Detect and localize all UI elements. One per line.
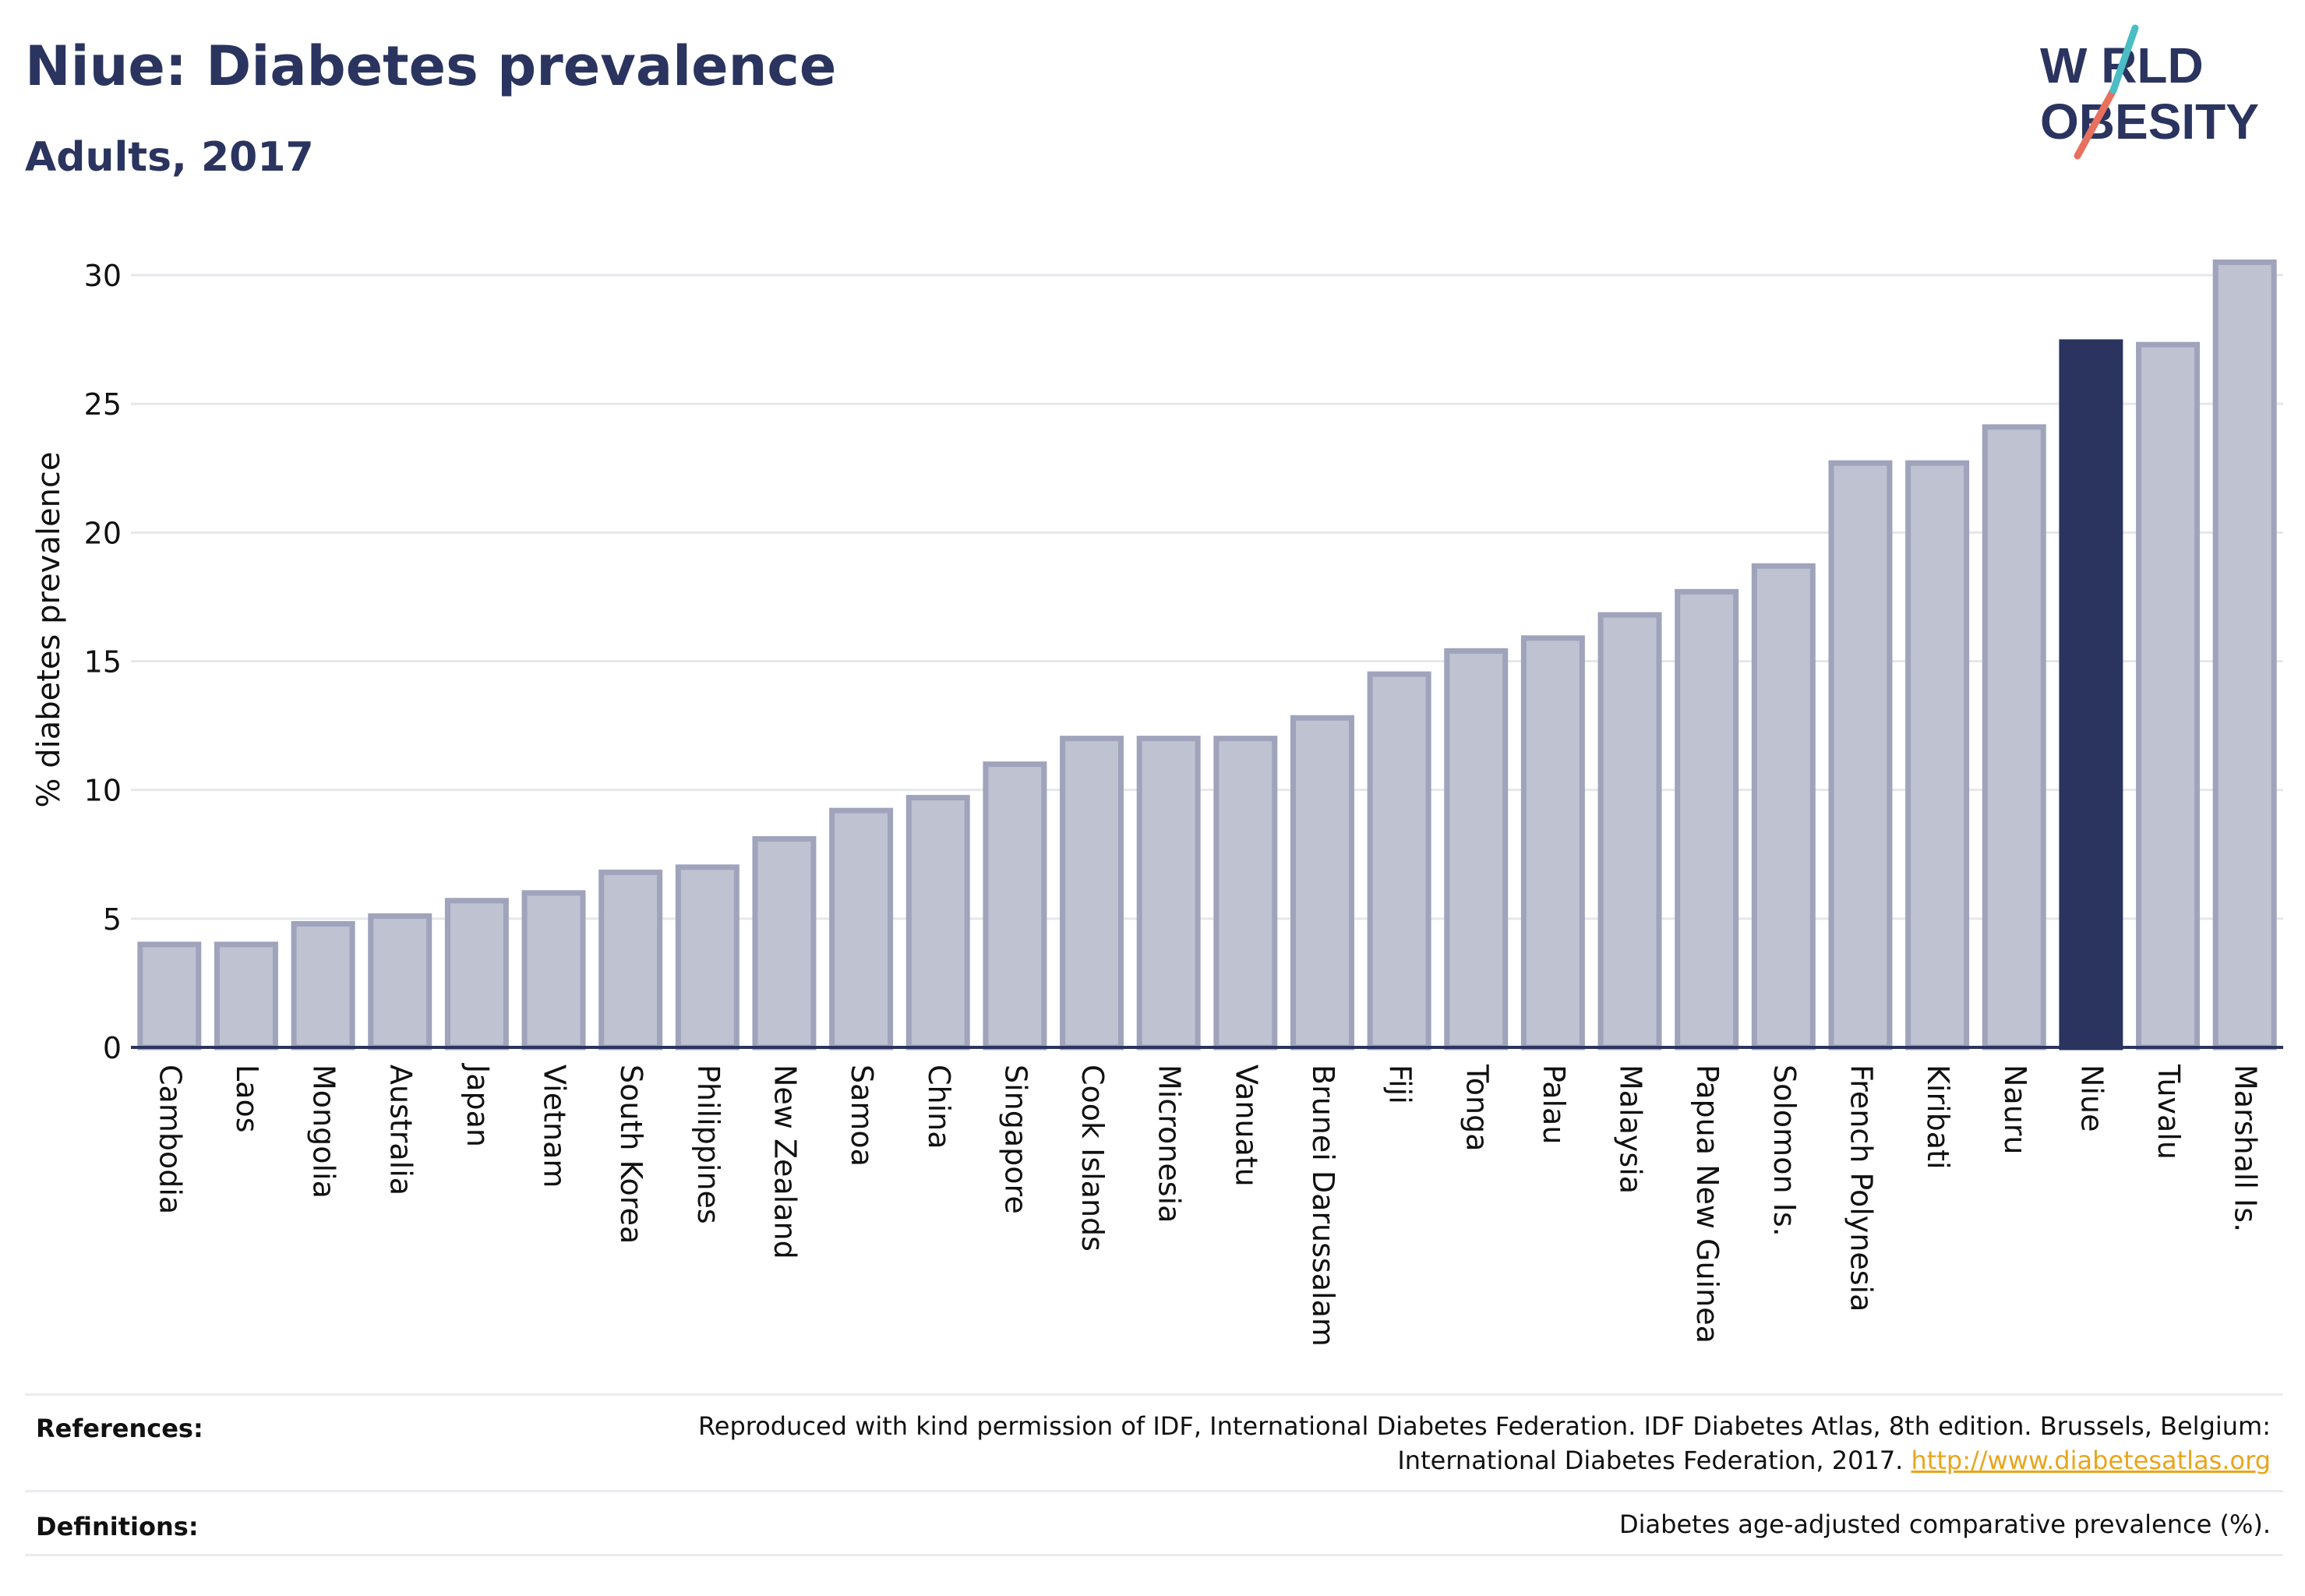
divider <box>25 1490 2283 1492</box>
y-tick-label: 0 <box>103 1031 122 1065</box>
x-tick-label: Vietnam <box>538 1065 572 1188</box>
x-tick-label: Malaysia <box>1614 1065 1648 1194</box>
chart-title: Niue: Diabetes prevalence <box>25 34 837 98</box>
x-tick-label: Cook Islands <box>1075 1065 1110 1252</box>
bar-tuvalu <box>2136 341 2201 1050</box>
bar-cambodia <box>137 941 202 1050</box>
bar-kiribati <box>1905 460 1970 1050</box>
x-tick-label: Nauru <box>1998 1065 2032 1155</box>
x-tick-label: Mongolia <box>307 1065 341 1199</box>
x-tick-label: Tonga <box>1460 1064 1494 1152</box>
bar-new-zealand <box>752 835 817 1050</box>
bar-marshall-is <box>2212 260 2277 1050</box>
x-tick-label: South Korea <box>614 1065 648 1244</box>
bar-mongolia <box>291 920 355 1050</box>
bars <box>137 260 2277 1050</box>
bar-nauru <box>1982 424 2046 1050</box>
bar-tonga <box>1444 648 1509 1050</box>
bar-chart: 0 5 10 15 20 25 30 Cambodia Laos Mongolia Australi… <box>31 259 2283 1347</box>
x-tick-label: Micronesia <box>1152 1065 1187 1223</box>
x-tick-label: Solomon Is. <box>1767 1065 1802 1237</box>
y-axis-label: % diabetes prevalence <box>31 451 67 807</box>
x-tick-label: Cambodia <box>153 1065 187 1214</box>
chart-subtitle: Adults, 2017 <box>25 134 314 181</box>
x-tick-label: Palau <box>1537 1065 1571 1144</box>
x-tick-label: China <box>922 1065 956 1149</box>
y-tick-label: 15 <box>84 645 122 680</box>
diabetes-atlas-link[interactable]: http://www.diabetesatlas.org <box>1911 1446 2271 1475</box>
references-line2-wrap: International Diabetes Federation, 2017.… <box>698 1443 2271 1478</box>
axes: 0 5 10 15 20 25 30 Cambodia Laos Mongolia Australi… <box>84 259 2283 1347</box>
bar-vietnam <box>521 890 586 1050</box>
bar-solomon-is <box>1751 563 1816 1050</box>
references-line1: Reproduced with kind permission of IDF, … <box>697 1411 2271 1441</box>
x-tick-label: Brunei Darussalam <box>1306 1065 1340 1347</box>
bar-vanuatu <box>1213 736 1278 1050</box>
y-tick-label: 5 <box>103 902 122 937</box>
bar-south-korea <box>598 869 663 1050</box>
x-tick-label: Papua New Guinea <box>1690 1065 1724 1344</box>
bar-japan <box>444 898 509 1050</box>
x-tick-label: Japan <box>461 1063 495 1147</box>
bar-brunei-darussalam <box>1290 715 1354 1050</box>
x-tick-label: New Zealand <box>768 1065 802 1259</box>
bar-australia <box>368 913 432 1050</box>
x-tick-label: Kiribati <box>1921 1065 1955 1170</box>
bar-micronesia <box>1136 736 1201 1050</box>
x-tick-label: Samoa <box>845 1065 879 1167</box>
bar-china <box>905 795 970 1050</box>
references-label: References: <box>36 1414 203 1443</box>
references-line2: International Diabetes Federation, 2017. <box>1397 1446 1904 1475</box>
bar-singapore <box>983 761 1047 1050</box>
x-tick-label: Tuvalu <box>2151 1064 2186 1160</box>
logo-line2: OBESITY <box>2040 94 2259 150</box>
x-tick-label: French Polynesia <box>1844 1065 1878 1312</box>
x-tick-label: Laos <box>230 1065 264 1133</box>
x-tick-label: Fiji <box>1383 1065 1417 1104</box>
y-tick-label: 10 <box>84 774 122 808</box>
definitions-text: Diabetes age-adjusted comparative preval… <box>1619 1509 2271 1539</box>
x-tick-label: Australia <box>383 1065 418 1195</box>
x-tick-label: Singapore <box>998 1065 1032 1214</box>
bar-cook-islands <box>1060 736 1124 1050</box>
bar-palau <box>1520 635 1585 1050</box>
references-text: Reproduced with kind permission of IDF, … <box>698 1409 2271 1478</box>
divider <box>25 1393 2283 1396</box>
world-obesity-logo: W RLD OBESITY <box>2040 24 2259 160</box>
bar-samoa <box>829 807 894 1050</box>
bar-niue <box>2059 339 2123 1050</box>
y-tick-label: 20 <box>84 516 122 550</box>
bar-french-polynesia <box>1828 460 1893 1050</box>
x-tick-label: Marshall Is. <box>2229 1065 2263 1232</box>
y-tick-label: 30 <box>84 259 122 293</box>
definitions-label: Definitions: <box>36 1512 199 1541</box>
bar-malaysia <box>1597 612 1662 1050</box>
x-tick-label: Philippines <box>691 1065 725 1224</box>
x-tick-label: Vanuatu <box>1229 1065 1263 1187</box>
y-tick-label: 25 <box>84 387 122 422</box>
x-tick-label: Niue <box>2074 1065 2109 1132</box>
divider <box>25 1554 2283 1556</box>
bar-laos <box>214 941 278 1050</box>
bar-papua-new-guinea <box>1675 588 1739 1050</box>
bar-fiji <box>1367 671 1431 1050</box>
bar-philippines <box>675 864 740 1050</box>
